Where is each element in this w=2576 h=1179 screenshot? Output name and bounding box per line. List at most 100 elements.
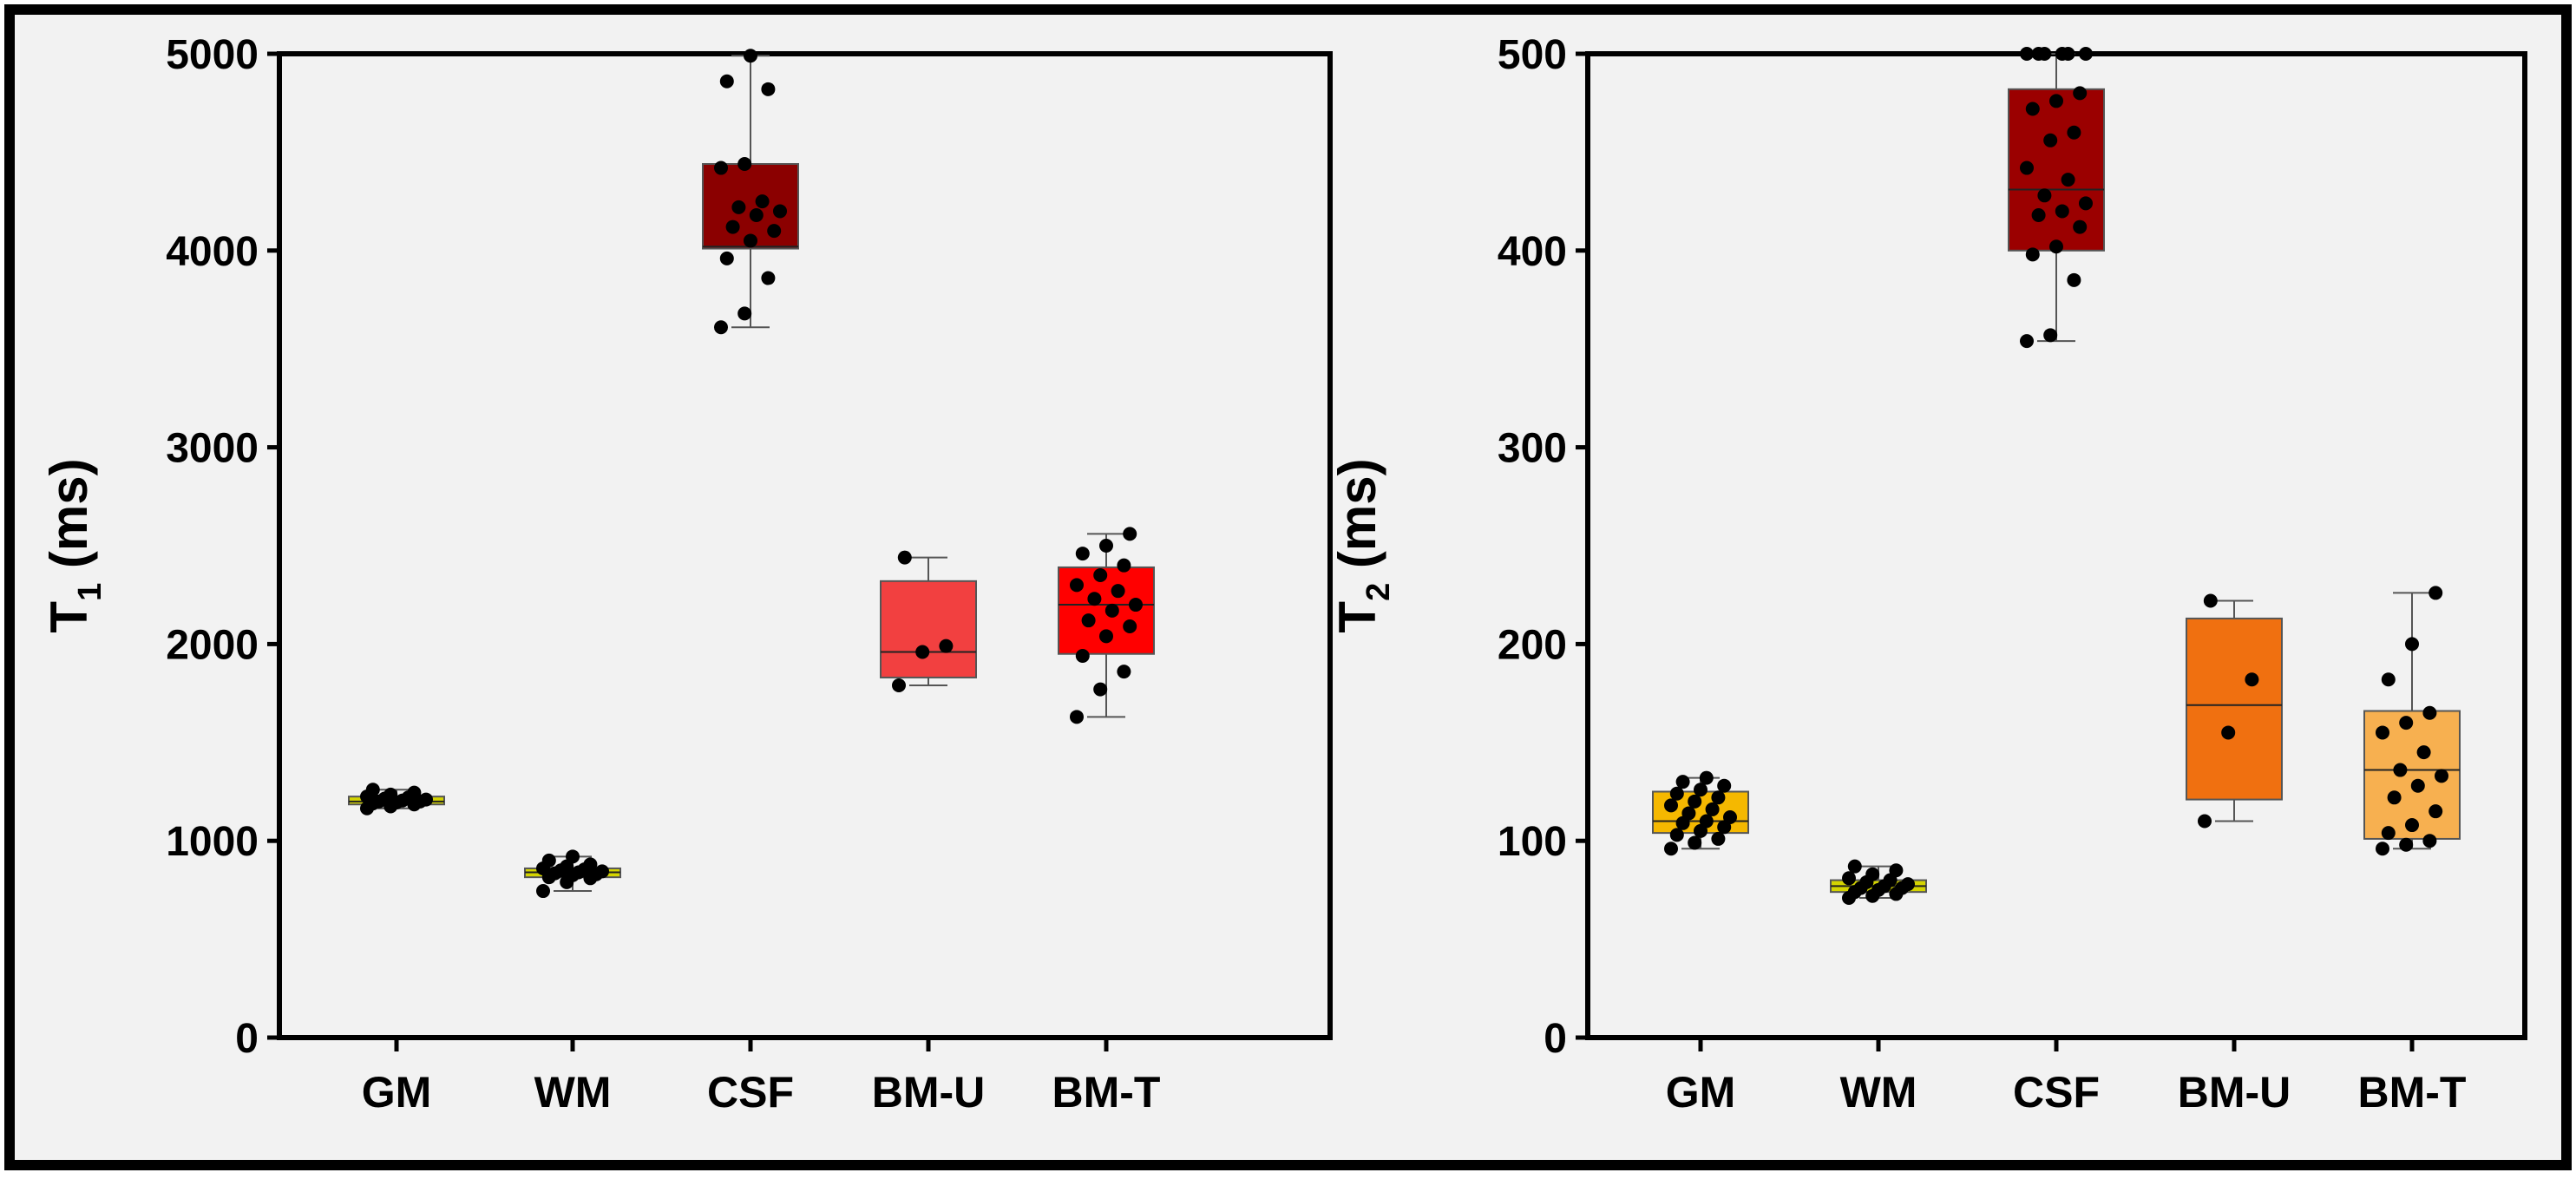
data-point (2203, 593, 2218, 608)
data-point (731, 200, 746, 214)
data-point (419, 792, 433, 807)
data-point (2221, 725, 2236, 740)
y-tick-label: 100 (1498, 819, 1567, 865)
y-axis-label: T1 (ms) (40, 458, 108, 632)
data-point (1664, 798, 1678, 813)
x-tick-label: GM (1666, 1068, 1736, 1117)
y-tick-label: 2000 (166, 622, 259, 668)
data-point (365, 783, 380, 797)
data-point (2079, 196, 2093, 211)
data-point (1081, 613, 1096, 628)
box-wm: WM (1830, 859, 1927, 1117)
y-axis-label-main: T (1328, 601, 1386, 633)
data-point (1842, 871, 1856, 886)
data-point (1711, 790, 1726, 805)
y-tick-label: 200 (1498, 622, 1567, 668)
data-point (2429, 804, 2443, 819)
data-point (1699, 770, 1714, 785)
x-tick-label: CSF (2013, 1068, 2100, 1117)
data-point (719, 74, 734, 88)
data-point (1117, 665, 1131, 679)
box-bm-t: BM-T (2358, 586, 2466, 1117)
data-point (2061, 47, 2075, 61)
data-point (939, 639, 954, 653)
data-point (2020, 47, 2034, 61)
data-point (1111, 584, 1125, 599)
y-tick-label: 400 (1498, 229, 1567, 275)
y-tick-label: 1000 (166, 819, 259, 865)
data-point (2387, 790, 2402, 805)
data-point (744, 233, 757, 248)
data-point (1705, 802, 1720, 816)
data-point (755, 194, 770, 209)
data-point (1699, 814, 1714, 829)
data-point (2043, 133, 2058, 147)
data-point (1099, 539, 1113, 553)
data-point (1075, 547, 1090, 561)
data-point (1901, 877, 1915, 892)
data-point (2043, 328, 2058, 343)
y-tick-label: 4000 (166, 229, 259, 275)
data-point (1123, 619, 1137, 633)
data-point (1847, 859, 1862, 874)
data-point (1717, 778, 1732, 793)
box-body (880, 580, 977, 678)
y-tick-label: 0 (235, 1016, 259, 1062)
box-bm-u: BM-U (2178, 593, 2291, 1117)
data-point (541, 853, 556, 868)
box-csf: CSF (2008, 47, 2105, 1117)
y-axis-label-unit: (ms) (40, 458, 98, 582)
data-point (1075, 649, 1090, 664)
x-tick-label: WM (534, 1068, 612, 1117)
data-point (1093, 682, 1108, 697)
data-point (2020, 160, 2034, 175)
x-tick-label: BM-U (2178, 1068, 2291, 1117)
data-point (2049, 94, 2063, 108)
data-point (892, 678, 906, 693)
box-gm: GM (1652, 770, 1749, 1117)
y-axis-label-subscript: 2 (1360, 583, 1397, 601)
data-point (2410, 778, 2425, 793)
data-point (1675, 775, 1690, 789)
data-point (583, 857, 598, 872)
data-point (2245, 672, 2259, 687)
data-point (2381, 826, 2396, 841)
data-point (1664, 842, 1678, 856)
data-point (2393, 763, 2408, 777)
y-tick-label: 300 (1498, 426, 1567, 472)
data-point (1129, 598, 1143, 612)
data-point (2073, 86, 2088, 101)
data-point (2405, 637, 2419, 652)
data-point (2376, 725, 2389, 740)
data-point (719, 251, 734, 265)
data-point (2405, 818, 2419, 833)
data-point (1087, 592, 1102, 606)
data-point (1688, 835, 1702, 850)
data-point (1123, 527, 1137, 541)
y-axis-label-unit: (ms) (1328, 458, 1386, 582)
data-point (749, 207, 764, 222)
data-point (2061, 173, 2075, 187)
data-point (1669, 786, 1684, 801)
data-point (2399, 837, 2414, 852)
data-point (1889, 863, 1904, 878)
data-point (2073, 219, 2088, 234)
data-point (2422, 705, 2437, 720)
y-tick-label: 0 (1544, 1016, 1567, 1062)
data-point (1711, 831, 1726, 846)
data-point (2435, 769, 2448, 783)
x-tick-label: BM-T (1052, 1068, 1161, 1117)
data-point (761, 82, 776, 96)
x-tick-label: WM (1840, 1068, 1917, 1117)
data-point (915, 645, 930, 659)
data-point (536, 884, 550, 899)
box-body (2186, 617, 2283, 801)
data-point (1865, 867, 1880, 881)
data-point (566, 849, 580, 864)
data-point (595, 864, 609, 879)
data-point (2416, 745, 2431, 760)
data-point (773, 204, 787, 219)
x-tick-label: CSF (707, 1068, 794, 1117)
data-point (1694, 783, 1708, 797)
